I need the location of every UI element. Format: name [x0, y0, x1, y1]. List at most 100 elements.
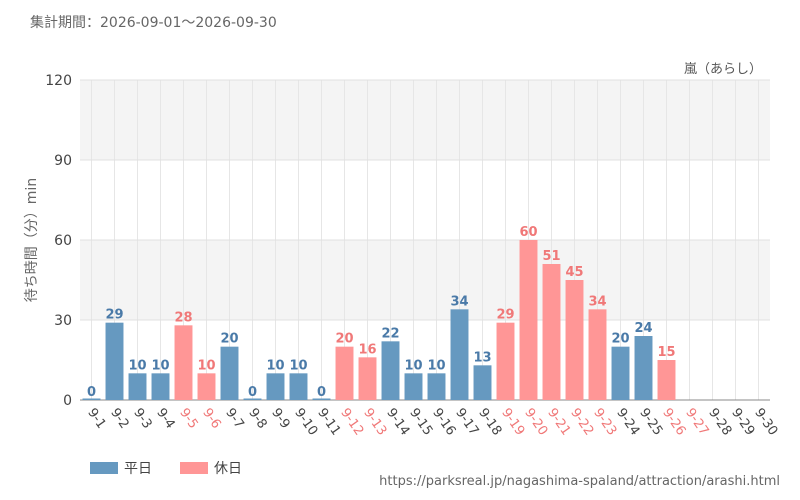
x-tick-label-9-15: 9-15: [406, 406, 435, 439]
x-tick-label-9-24: 9-24: [613, 406, 642, 439]
data-label-9-21: 51: [542, 249, 560, 264]
data-label-9-16: 10: [427, 358, 445, 373]
data-label-9-24: 20: [611, 332, 629, 347]
y-tick-label: 0: [63, 393, 72, 409]
y-tick-label: 120: [45, 73, 72, 89]
data-label-9-5: 28: [174, 310, 192, 325]
plot-band: [80, 160, 770, 240]
plot-band: [80, 320, 770, 400]
plot-band: [80, 80, 770, 160]
bar-9-19: [496, 322, 515, 400]
data-label-9-9: 10: [266, 358, 284, 373]
data-label-9-13: 16: [358, 342, 376, 357]
bar-9-9: [266, 373, 285, 400]
x-tick-label-9-18: 9-18: [475, 406, 504, 439]
data-label-9-22: 45: [565, 265, 583, 280]
plot-band: [80, 240, 770, 320]
bar-9-18: [473, 365, 492, 400]
bar-9-20: [519, 240, 538, 400]
x-tick-label-9-11: 9-11: [314, 406, 343, 439]
x-tick-label-9-30: 9-30: [751, 406, 780, 439]
y-tick-label: 30: [54, 313, 72, 329]
x-tick-label-9-8: 9-8: [245, 406, 269, 432]
bar-9-15: [404, 373, 423, 400]
horizontal-gridlines: [80, 79, 770, 401]
x-tick-label-9-2: 9-2: [107, 406, 131, 432]
legend-label-weekday: 平日: [124, 461, 152, 477]
legend: 平日 休日: [90, 458, 242, 478]
legend-swatch-holiday: [180, 462, 208, 474]
bar-9-2: [105, 322, 124, 400]
x-tick-label-9-17: 9-17: [452, 406, 481, 439]
data-label-9-20: 60: [519, 225, 537, 240]
x-tick-label-9-29: 9-29: [728, 406, 757, 439]
x-tick-label-9-3: 9-3: [130, 406, 154, 432]
data-label-9-15: 10: [404, 358, 422, 373]
data-label-9-14: 22: [381, 326, 399, 341]
data-label-9-26: 15: [657, 345, 675, 360]
data-label-9-12: 20: [335, 332, 353, 347]
y-tick-label: 60: [54, 233, 72, 249]
data-labels: 0 29 10 10 28 10 20 0 10 10 0 20 16 22 10 10 34 13 29 60 51 4…: [87, 225, 676, 400]
x-tick-label-9-27: 9-27: [682, 406, 711, 439]
data-label-9-17: 34: [450, 294, 468, 309]
x-tick-label-9-25: 9-25: [636, 406, 665, 439]
period-label: 集計期間：2026-09-01～2026-09-30: [30, 15, 277, 31]
bar-9-13: [358, 357, 377, 400]
legend-item-holiday: 休日: [180, 458, 242, 478]
bar-9-23: [588, 309, 607, 400]
legend-label-holiday: 休日: [214, 461, 242, 477]
x-tick-label-9-20: 9-20: [521, 406, 550, 439]
x-tick-label-9-23: 9-23: [590, 406, 619, 439]
x-tick-label-9-1: 9-1: [84, 406, 108, 432]
bar-9-3: [128, 373, 147, 400]
x-tick-label-9-16: 9-16: [429, 406, 458, 439]
x-tick-label-9-28: 9-28: [705, 406, 734, 439]
source-url: https://parksreal.jp/nagashima-spaland/a…: [379, 474, 780, 489]
x-tick-label-9-7: 9-7: [222, 406, 246, 432]
y-tick-label: 90: [54, 153, 72, 169]
data-label-9-10: 10: [289, 358, 307, 373]
bar-9-14: [381, 341, 400, 400]
bar-9-6: [197, 373, 216, 400]
x-tick-label-9-22: 9-22: [567, 406, 596, 439]
data-label-9-3: 10: [128, 358, 146, 373]
data-label-9-23: 34: [588, 294, 606, 309]
data-label-9-25: 24: [634, 321, 652, 336]
bar-9-10: [289, 373, 308, 400]
data-label-9-1: 0: [87, 385, 96, 400]
bar-9-22: [565, 280, 584, 400]
x-tick-label-9-9: 9-9: [268, 406, 292, 432]
x-tick-label-9-19: 9-19: [498, 406, 527, 439]
legend-swatch-weekday: [90, 462, 118, 474]
data-label-9-6: 10: [197, 358, 215, 373]
bar-9-26: [657, 360, 676, 400]
data-label-9-4: 10: [151, 358, 169, 373]
data-label-9-11: 0: [317, 385, 326, 400]
data-label-9-2: 29: [105, 308, 123, 323]
x-tick-label-9-4: 9-4: [153, 406, 177, 432]
data-label-9-8: 0: [248, 385, 257, 400]
plot-bands: [80, 80, 770, 400]
bar-9-1: [82, 398, 101, 400]
y-axis-label: 待ち時間（分）min: [24, 178, 40, 302]
attraction-name: 嵐（あらし）: [684, 62, 762, 77]
x-tick-label-9-6: 9-6: [199, 406, 223, 432]
bar-9-16: [427, 373, 446, 400]
data-label-9-7: 20: [220, 332, 238, 347]
x-tick-label-9-12: 9-12: [337, 406, 366, 439]
bar-9-25: [634, 336, 653, 400]
bar-9-8: [243, 398, 262, 400]
x-tick-label-9-10: 9-10: [291, 406, 320, 439]
x-tick-label-9-26: 9-26: [659, 406, 688, 439]
bar-9-17: [450, 309, 469, 400]
bar-9-7: [220, 346, 239, 400]
x-tick-labels: 9-19-29-39-49-59-69-79-89-99-109-119-12 9…: [84, 406, 780, 439]
x-tick-label-9-5: 9-5: [176, 406, 200, 432]
bar-9-11: [312, 398, 331, 400]
bar-9-24: [611, 346, 630, 400]
legend-item-weekday: 平日: [90, 458, 152, 478]
bar-series: [82, 240, 676, 400]
bar-9-4: [151, 373, 170, 400]
